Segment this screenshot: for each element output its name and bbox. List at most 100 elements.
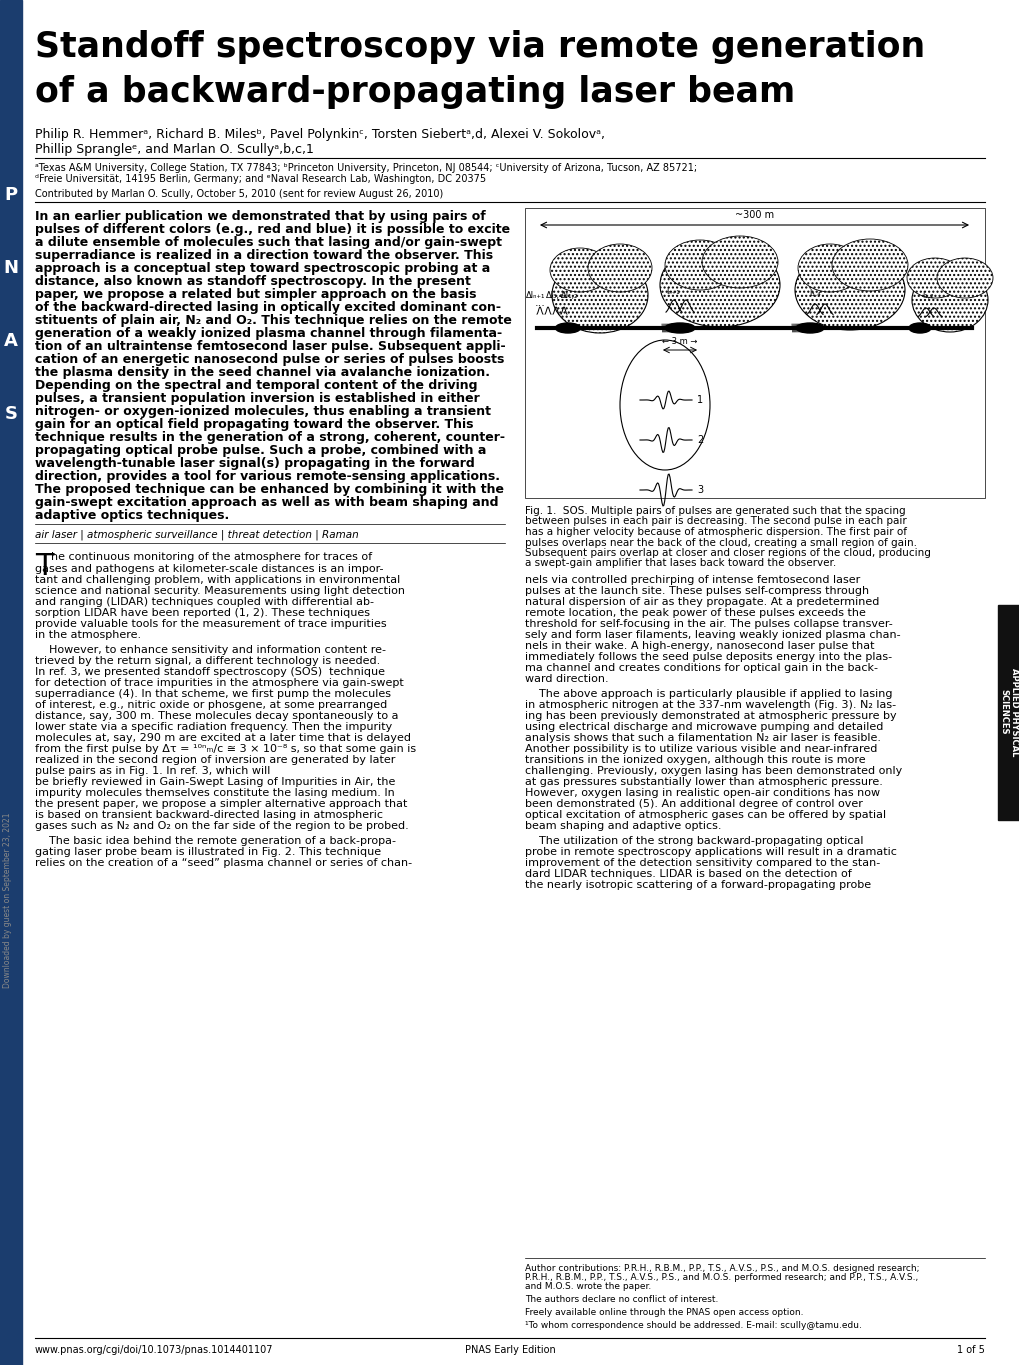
Text: A: A (4, 332, 18, 349)
Bar (525, 207, 984, 498)
Text: Δlₙ₊₁: Δlₙ₊₁ (526, 291, 545, 300)
Text: at gas pressures substantially lower than atmospheric pressure.: at gas pressures substantially lower tha… (525, 777, 882, 788)
Text: challenging. Previously, oxygen lasing has been demonstrated only: challenging. Previously, oxygen lasing h… (525, 766, 902, 775)
Ellipse shape (936, 258, 993, 298)
Ellipse shape (911, 268, 987, 332)
Text: science and national security. Measurements using light detection: science and national security. Measureme… (35, 586, 405, 597)
Text: pulses at the launch site. These pulses self-compress through: pulses at the launch site. These pulses … (525, 586, 868, 597)
Text: However, to enhance sensitivity and information content re-: However, to enhance sensitivity and info… (35, 646, 385, 655)
Text: 1 of 5: 1 of 5 (956, 1345, 984, 1355)
Text: T: T (35, 551, 53, 581)
Text: improvement of the detection sensitivity compared to the stan-: improvement of the detection sensitivity… (525, 859, 879, 868)
Text: 1: 1 (696, 394, 702, 405)
Text: the plasma density in the seed channel via avalanche ionization.: the plasma density in the seed channel v… (35, 366, 489, 379)
Text: ᵃTexas A&M University, College Station, TX 77843; ᵇPrinceton University, Princet: ᵃTexas A&M University, College Station, … (35, 162, 696, 173)
Ellipse shape (908, 324, 930, 333)
Text: pulses of different colors (e.g., red and blue) it is possible to excite: pulses of different colors (e.g., red an… (35, 222, 510, 236)
Text: he continuous monitoring of the atmosphere for traces of: he continuous monitoring of the atmosphe… (51, 551, 372, 562)
Text: adaptive optics techniques.: adaptive optics techniques. (35, 509, 229, 521)
Text: stituents of plain air, N₂ and O₂. This technique relies on the remote: stituents of plain air, N₂ and O₂. This … (35, 314, 512, 328)
Text: wavelength-tunable laser signal(s) propagating in the forward: wavelength-tunable laser signal(s) propa… (35, 457, 474, 470)
Text: ma channel and creates conditions for optical gain in the back-: ma channel and creates conditions for op… (525, 663, 877, 673)
Text: l₁,₂: l₁,₂ (921, 291, 933, 300)
Text: between pulses in each pair is decreasing. The second pulse in each pair: between pulses in each pair is decreasin… (525, 516, 906, 527)
Text: distance, also known as standoff spectroscopy. In the present: distance, also known as standoff spectro… (35, 274, 471, 288)
Text: nitrogen- or oxygen-ionized molecules, thus enabling a transient: nitrogen- or oxygen-ionized molecules, t… (35, 405, 490, 418)
Text: The basic idea behind the remote generation of a back-propa-: The basic idea behind the remote generat… (35, 835, 395, 846)
Bar (0, 0, 22, 1365)
Ellipse shape (701, 236, 777, 288)
Text: beam shaping and adaptive optics.: beam shaping and adaptive optics. (525, 820, 720, 831)
Text: approach is a conceptual step toward spectroscopic probing at a: approach is a conceptual step toward spe… (35, 262, 490, 274)
Text: superradiance (4). In that scheme, we first pump the molecules: superradiance (4). In that scheme, we fi… (35, 689, 390, 699)
Text: gain-swept excitation approach as well as with beam shaping and: gain-swept excitation approach as well a… (35, 495, 498, 509)
Text: ¹To whom correspondence should be addressed. E-mail: scully@tamu.edu.: ¹To whom correspondence should be addres… (525, 1321, 861, 1330)
Text: of a backward-propagating laser beam: of a backward-propagating laser beam (35, 75, 795, 109)
Text: ...: ... (534, 298, 545, 308)
Text: l₃,₄: l₃,₄ (808, 289, 820, 298)
Text: remote location, the peak power of these pulses exceeds the: remote location, the peak power of these… (525, 607, 865, 618)
Text: Contributed by Marlan O. Scully, October 5, 2010 (sent for review August 26, 201: Contributed by Marlan O. Scully, October… (35, 188, 443, 199)
Text: threshold for self-focusing in the air. The pulses collapse transver-: threshold for self-focusing in the air. … (525, 618, 892, 629)
Text: www.pnas.org/cgi/doi/10.1073/pnas.1014401107: www.pnas.org/cgi/doi/10.1073/pnas.101440… (35, 1345, 273, 1355)
Text: distance, say, 300 m. These molecules decay spontaneously to a: distance, say, 300 m. These molecules de… (35, 711, 398, 721)
Ellipse shape (832, 239, 907, 291)
Text: P.R.H., R.B.M., P.P., T.S., A.V.S., P.S., and M.O.S. performed research; and P.P: P.R.H., R.B.M., P.P., T.S., A.V.S., P.S.… (525, 1274, 917, 1282)
Text: Philip R. Hemmerᵃ, Richard B. Milesᵇ, Pavel Polynkinᶜ, Torsten Siebertᵃ,d, Alexe: Philip R. Hemmerᵃ, Richard B. Milesᵇ, Pa… (35, 128, 604, 141)
Text: The above approach is particularly plausible if applied to lasing: The above approach is particularly plaus… (525, 689, 892, 699)
Bar (997, 605, 1019, 820)
Text: dard LIDAR techniques. LIDAR is based on the detection of: dard LIDAR techniques. LIDAR is based on… (525, 870, 851, 879)
Text: N: N (3, 259, 18, 277)
Ellipse shape (659, 243, 780, 328)
Text: paper, we propose a related but simpler approach on the basis: paper, we propose a related but simpler … (35, 288, 476, 302)
Ellipse shape (797, 244, 861, 292)
Ellipse shape (551, 257, 647, 333)
Text: using electrical discharge and microwave pumping and detailed: using electrical discharge and microwave… (525, 722, 882, 732)
Text: analysis shows that such a filamentation N₂ air laser is feasible.: analysis shows that such a filamentation… (525, 733, 880, 743)
Text: natural dispersion of air as they propagate. At a predetermined: natural dispersion of air as they propag… (525, 597, 878, 607)
Text: pulses, a transient population inversion is established in either: pulses, a transient population inversion… (35, 392, 479, 405)
Text: sely and form laser filaments, leaving weakly ionized plasma chan-: sely and form laser filaments, leaving w… (525, 631, 900, 640)
Text: gain for an optical field propagating toward the observer. This: gain for an optical field propagating to… (35, 418, 473, 431)
Text: air laser | atmospheric surveillance | threat detection | Raman: air laser | atmospheric surveillance | t… (35, 530, 359, 539)
Text: ing has been previously demonstrated at atmospheric pressure by: ing has been previously demonstrated at … (525, 711, 896, 721)
Text: the present paper, we propose a simpler alternative approach that: the present paper, we propose a simpler … (35, 799, 407, 809)
Text: Freely available online through the PNAS open access option.: Freely available online through the PNAS… (525, 1308, 803, 1317)
Text: gases such as N₂ and O₂ on the far side of the region to be probed.: gases such as N₂ and O₂ on the far side … (35, 820, 409, 831)
Text: Phillip Sprangleᵉ, and Marlan O. Scullyᵃ,b,c,1: Phillip Sprangleᵉ, and Marlan O. Scullyᵃ… (35, 143, 314, 156)
Text: tion of an ultraintense femtosecond laser pulse. Subsequent appli-: tion of an ultraintense femtosecond lase… (35, 340, 505, 354)
Text: Author contributions: P.R.H., R.B.M., P.P., T.S., A.V.S., P.S., and M.O.S. desig: Author contributions: P.R.H., R.B.M., P.… (525, 1264, 918, 1274)
Text: 2: 2 (696, 435, 702, 445)
Text: a dilute ensemble of molecules such that lasing and/or gain-swept: a dilute ensemble of molecules such that… (35, 236, 501, 248)
Text: optical excitation of atmospheric gases can be offered by spatial: optical excitation of atmospheric gases … (525, 809, 886, 820)
Text: has a higher velocity because of atmospheric dispersion. The first pair of: has a higher velocity because of atmosph… (525, 527, 906, 536)
Text: The proposed technique can be enhanced by combining it with the: The proposed technique can be enhanced b… (35, 483, 503, 495)
Text: molecules at, say, 290 m are excited at a later time that is delayed: molecules at, say, 290 m are excited at … (35, 733, 411, 743)
Text: cation of an energetic nanosecond pulse or series of pulses boosts: cation of an energetic nanosecond pulse … (35, 354, 503, 366)
Text: Δl₃,₄: Δl₃,₄ (546, 291, 564, 300)
Text: ward direction.: ward direction. (525, 674, 608, 684)
Ellipse shape (664, 240, 735, 289)
Text: S: S (4, 405, 17, 423)
Text: for detection of trace impurities in the atmosphere via gain-swept: for detection of trace impurities in the… (35, 678, 404, 688)
Ellipse shape (794, 250, 904, 330)
Text: The utilization of the strong backward-propagating optical: The utilization of the strong backward-p… (525, 835, 863, 846)
Text: in atmospheric nitrogen at the 337-nm wavelength (Fig. 3). N₂ las-: in atmospheric nitrogen at the 337-nm wa… (525, 700, 896, 710)
Ellipse shape (906, 258, 962, 298)
Text: technique results in the generation of a strong, coherent, counter-: technique results in the generation of a… (35, 431, 504, 444)
Text: impurity molecules themselves constitute the lasing medium. In: impurity molecules themselves constitute… (35, 788, 394, 799)
Text: Δl₁,₂: Δl₁,₂ (560, 291, 578, 300)
Text: provide valuable tools for the measurement of trace impurities: provide valuable tools for the measureme… (35, 618, 386, 629)
Text: 3: 3 (696, 485, 702, 495)
Ellipse shape (795, 324, 823, 333)
Text: trieved by the return signal, a different technology is needed.: trieved by the return signal, a differen… (35, 657, 380, 666)
Text: direction, provides a tool for various remote-sensing applications.: direction, provides a tool for various r… (35, 470, 499, 483)
Text: be briefly reviewed in Gain-Swept Lasing of Impurities in Air, the: be briefly reviewed in Gain-Swept Lasing… (35, 777, 395, 788)
Text: Standoff spectroscopy via remote generation: Standoff spectroscopy via remote generat… (35, 30, 924, 64)
Text: tant and challenging problem, with applications in environmental: tant and challenging problem, with appli… (35, 575, 399, 586)
Text: in the atmosphere.: in the atmosphere. (35, 631, 141, 640)
Text: a swept-gain amplifier that lases back toward the observer.: a swept-gain amplifier that lases back t… (525, 558, 836, 568)
Text: pulses overlaps near the back of the cloud, creating a small region of gain.: pulses overlaps near the back of the clo… (525, 538, 916, 547)
Text: The authors declare no conflict of interest.: The authors declare no conflict of inter… (525, 1295, 717, 1304)
Text: lₙ₊₁: lₙ₊₁ (665, 287, 679, 296)
